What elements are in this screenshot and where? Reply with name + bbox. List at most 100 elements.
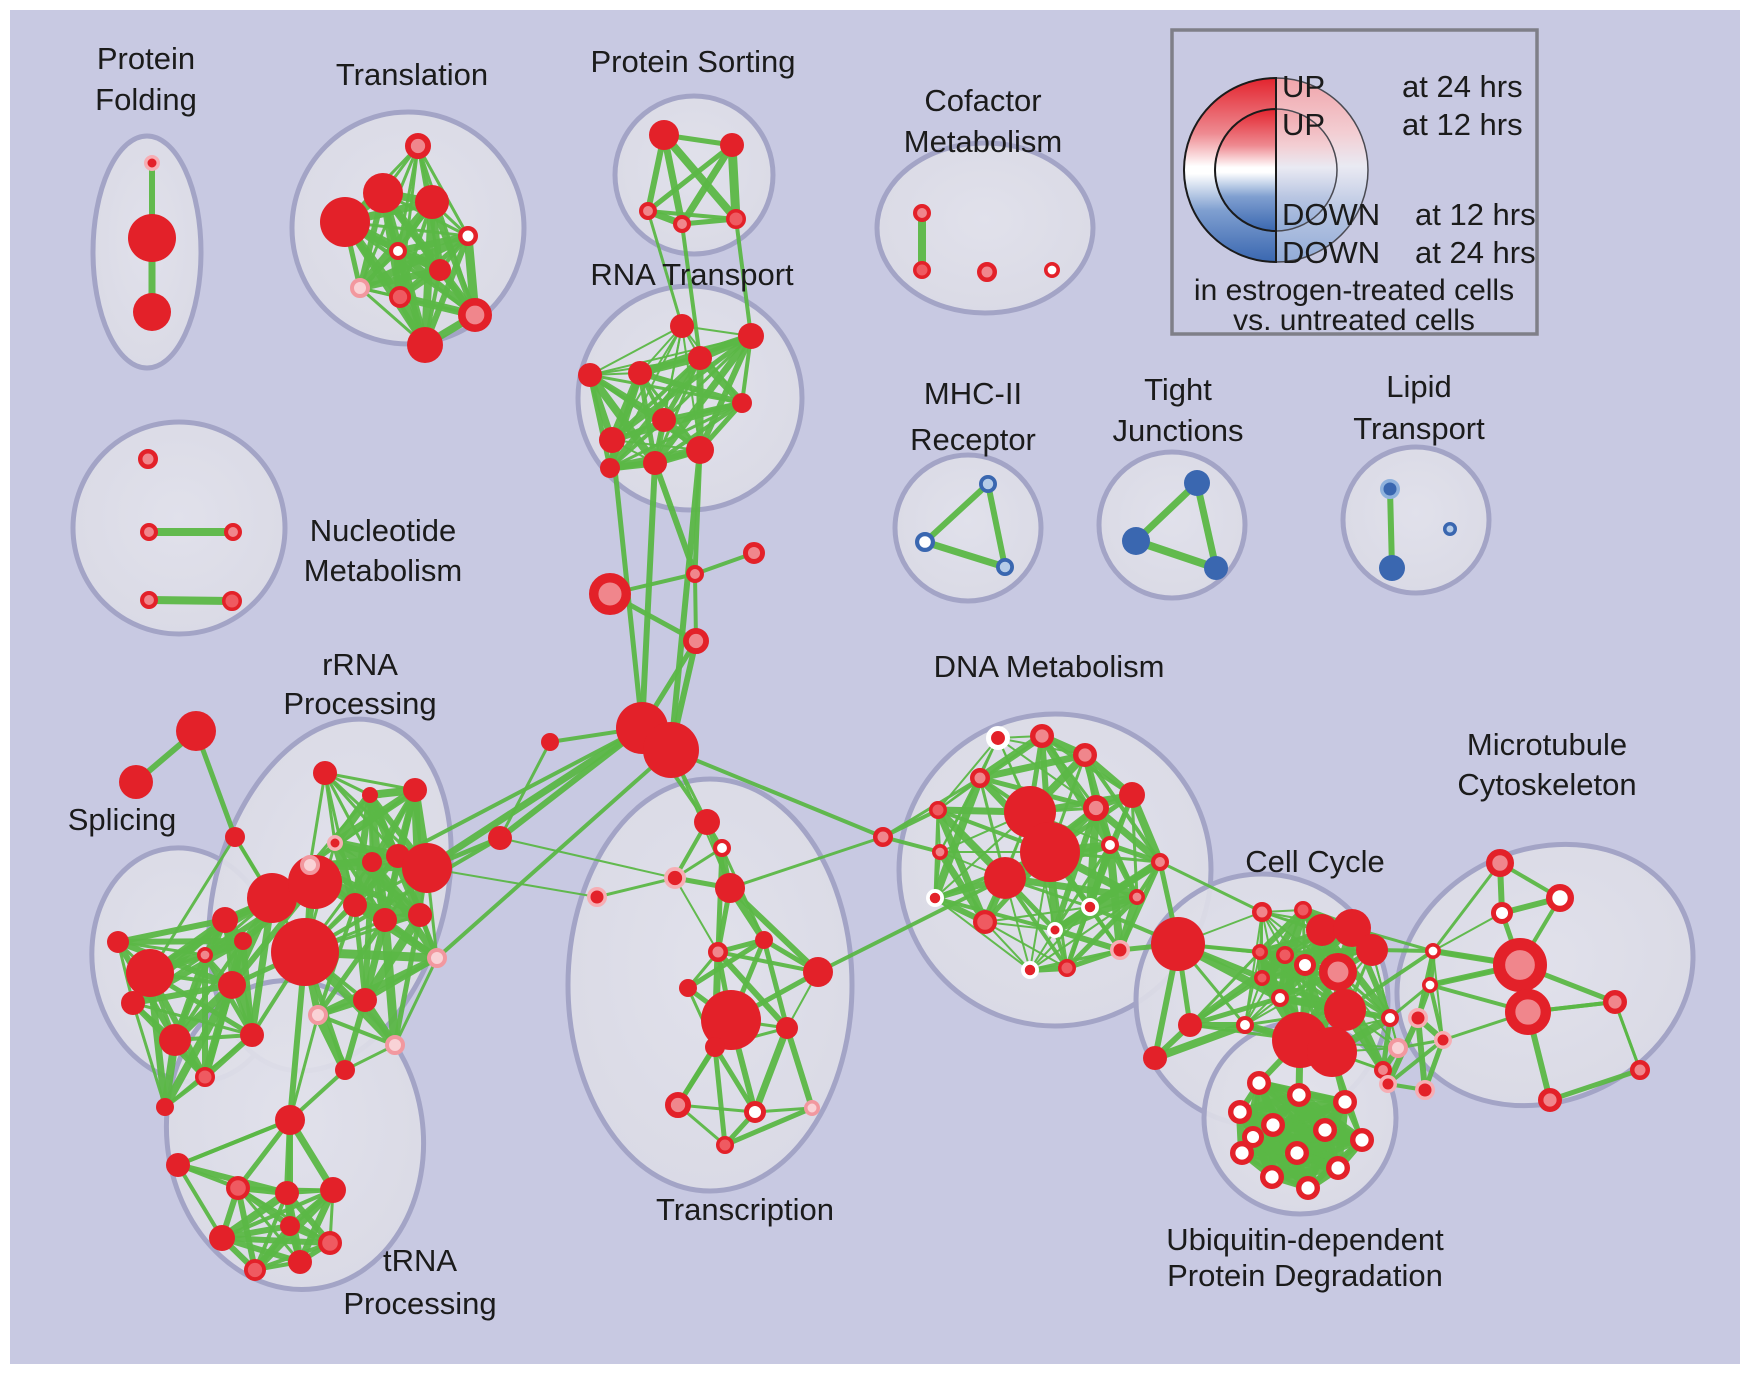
transcription-node[interactable] [679,979,697,997]
transcription-node[interactable] [708,942,728,962]
transcription-node[interactable] [694,809,720,835]
ubiquitin-degradation-node[interactable] [1349,1127,1374,1152]
cell-cycle-node[interactable] [1333,909,1371,947]
cell-cycle-node[interactable] [1143,1046,1167,1070]
dna-metabolism-node[interactable] [1047,922,1063,938]
rrna-processing-node[interactable] [335,1060,355,1080]
nucleotide-metabolism-node[interactable] [223,523,242,542]
rna-transport-node[interactable] [652,408,676,432]
translation-node[interactable] [429,259,451,281]
microtubule-cytoskeleton-node[interactable] [1537,1087,1562,1112]
translation-node[interactable] [320,197,370,247]
dna-metabolism-node[interactable] [1081,898,1100,917]
protein-sorting-node[interactable] [720,133,744,157]
microtubule-cytoskeleton-node[interactable] [1602,990,1627,1015]
protein-sorting-node[interactable] [649,120,679,150]
protein-sorting-node[interactable] [726,209,746,229]
dna-metabolism-node[interactable] [1072,743,1097,768]
cofactor-metabolism-node[interactable] [1044,261,1061,278]
transcription-node[interactable] [743,1100,766,1123]
mhc-ii-receptor-node[interactable] [914,531,935,552]
dna-metabolism-node[interactable] [972,909,997,934]
translation-node[interactable] [388,241,407,260]
cofactor-metabolism-node[interactable] [913,261,931,279]
translation-node[interactable] [415,185,449,219]
mhc-ii-receptor-node[interactable] [979,475,998,494]
translation-node[interactable] [363,173,403,213]
microtubule-cytoskeleton-node[interactable] [1630,1060,1650,1080]
connector-node[interactable] [176,711,216,751]
transcription-node[interactable] [701,990,761,1050]
cell-cycle-node[interactable] [1374,1061,1393,1080]
trna-processing-node[interactable] [320,1177,346,1203]
connector-node[interactable] [541,733,559,751]
dna-metabolism-node[interactable] [984,857,1026,899]
microtubule-cytoskeleton-node[interactable] [1408,1008,1428,1028]
microtubule-cytoskeleton-node[interactable] [1505,988,1552,1035]
ubiquitin-degradation-node[interactable] [1286,1082,1311,1107]
nucleotide-metabolism-node[interactable] [139,591,158,610]
trna-processing-node[interactable] [226,1175,251,1200]
dna-metabolism-node[interactable] [1021,961,1040,980]
dna-metabolism-node[interactable] [1083,794,1110,821]
ubiquitin-degradation-node[interactable] [1227,1099,1252,1124]
cell-cycle-node[interactable] [1252,902,1272,922]
connector-node[interactable] [488,826,512,850]
protein-folding-node[interactable] [128,214,176,262]
ubiquitin-degradation-node[interactable] [1229,1140,1254,1165]
rna-transport-node[interactable] [628,361,652,385]
cell-cycle-node[interactable] [1178,1013,1202,1037]
transcription-node[interactable] [705,1037,725,1057]
connector-node[interactable] [225,827,245,847]
cell-cycle-node[interactable] [1236,1016,1255,1035]
rrna-processing-node[interactable] [408,903,432,927]
dna-metabolism-node[interactable] [1020,822,1080,882]
cell-cycle-node[interactable] [1151,917,1205,971]
microtubule-cytoskeleton-node[interactable] [1434,1031,1452,1049]
translation-node[interactable] [404,133,431,160]
connector-node[interactable] [643,722,699,778]
rna-transport-node[interactable] [686,436,714,464]
rna-transport-node[interactable] [738,323,764,349]
cell-cycle-node[interactable] [1381,1009,1400,1028]
microtubule-cytoskeleton-node[interactable] [1422,976,1439,993]
cell-cycle-node[interactable] [1388,1038,1408,1058]
protein-sorting-node[interactable] [673,214,692,233]
rrna-processing-node[interactable] [300,855,320,875]
rna-transport-node[interactable] [670,314,694,338]
transcription-node[interactable] [587,887,607,907]
splicing-node[interactable] [107,931,129,953]
transcription-node[interactable] [715,873,745,903]
trna-processing-node[interactable] [209,1225,235,1251]
cell-cycle-node[interactable] [1319,953,1358,992]
rna-transport-node[interactable] [643,451,667,475]
dna-metabolism-node[interactable] [1119,782,1145,808]
dna-metabolism-node[interactable] [929,801,947,819]
transcription-node[interactable] [755,931,773,949]
microtubule-cytoskeleton-node[interactable] [1546,884,1575,913]
rrna-processing-node[interactable] [362,787,378,803]
connector-node[interactable] [119,765,153,799]
splicing-node[interactable] [212,907,238,933]
dna-metabolism-node[interactable] [1058,959,1076,977]
translation-node[interactable] [458,226,478,246]
dna-metabolism-node[interactable] [931,843,948,860]
ubiquitin-degradation-node[interactable] [1260,1112,1285,1137]
splicing-node[interactable] [159,1024,191,1056]
ubiquitin-degradation-node[interactable] [1284,1140,1309,1165]
rrna-processing-node[interactable] [427,948,447,968]
translation-node[interactable] [350,278,370,298]
translation-node[interactable] [458,298,493,333]
splicing-node[interactable] [121,991,145,1015]
tight-junctions-node[interactable] [1184,470,1210,496]
microtubule-cytoskeleton-node[interactable] [1425,942,1442,959]
cofactor-metabolism-node[interactable] [913,203,932,222]
rrna-processing-node[interactable] [343,893,367,917]
ubiquitin-degradation-node[interactable] [1241,1125,1264,1148]
rrna-processing-node[interactable] [308,1005,328,1025]
splicing-node[interactable] [195,1067,215,1087]
rna-transport-node[interactable] [599,427,625,453]
translation-node[interactable] [388,285,411,308]
splicing-node[interactable] [218,971,246,999]
rrna-processing-node[interactable] [403,778,427,802]
